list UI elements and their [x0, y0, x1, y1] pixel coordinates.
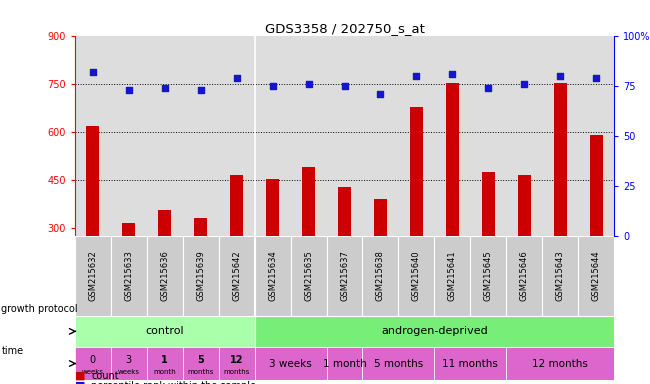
Point — [231, 75, 242, 81]
Text: control: control — [146, 326, 184, 336]
Bar — [218, 347, 255, 380]
Text: 12: 12 — [230, 354, 243, 364]
Bar — [446, 83, 459, 236]
Point — [483, 85, 493, 91]
Bar — [542, 236, 578, 316]
Text: 0: 0 — [90, 354, 96, 364]
Point — [591, 75, 601, 81]
Point — [196, 87, 206, 93]
Text: GSM215637: GSM215637 — [340, 250, 349, 301]
Point — [411, 73, 422, 79]
Bar — [291, 236, 326, 316]
Text: weeks: weeks — [82, 369, 104, 375]
Text: percentile rank within the sample: percentile rank within the sample — [91, 381, 256, 384]
Bar — [255, 236, 291, 316]
Bar — [147, 236, 183, 316]
Bar — [183, 236, 218, 316]
Text: ■: ■ — [75, 371, 85, 381]
Point — [88, 70, 98, 76]
Text: GSM215641: GSM215641 — [448, 251, 457, 301]
Bar — [363, 347, 434, 380]
Bar — [255, 316, 614, 347]
Bar — [506, 347, 614, 380]
Point — [555, 73, 566, 79]
Bar — [75, 316, 255, 347]
Point — [267, 83, 278, 89]
Text: GSM215638: GSM215638 — [376, 250, 385, 301]
Text: growth protocol: growth protocol — [1, 304, 78, 314]
Text: ■: ■ — [75, 381, 85, 384]
Text: GSM215646: GSM215646 — [520, 251, 529, 301]
Point — [304, 81, 314, 88]
Bar — [255, 347, 326, 380]
Bar — [578, 236, 614, 316]
Title: GDS3358 / 202750_s_at: GDS3358 / 202750_s_at — [265, 22, 424, 35]
Text: 3: 3 — [125, 354, 132, 364]
Text: GSM215634: GSM215634 — [268, 251, 277, 301]
Bar — [482, 172, 495, 236]
Text: 1: 1 — [161, 354, 168, 364]
Point — [124, 87, 134, 93]
Point — [159, 85, 170, 91]
Text: 11 months: 11 months — [443, 359, 499, 369]
Text: months: months — [224, 369, 250, 375]
Bar — [554, 83, 567, 236]
Text: GSM215632: GSM215632 — [88, 251, 98, 301]
Text: month: month — [153, 369, 176, 375]
Text: GSM215645: GSM215645 — [484, 251, 493, 301]
Text: GSM215643: GSM215643 — [556, 251, 565, 301]
Text: weeks: weeks — [118, 369, 140, 375]
Text: GSM215639: GSM215639 — [196, 251, 205, 301]
Bar — [434, 347, 506, 380]
Text: GSM215640: GSM215640 — [412, 251, 421, 301]
Bar — [302, 167, 315, 236]
Bar — [159, 210, 171, 236]
Text: GSM215636: GSM215636 — [160, 250, 169, 301]
Bar — [75, 236, 110, 316]
Bar — [518, 175, 530, 236]
Point — [375, 91, 385, 98]
Text: GSM215644: GSM215644 — [592, 251, 601, 301]
Text: months: months — [187, 369, 214, 375]
Text: 12 months: 12 months — [532, 359, 588, 369]
Text: time: time — [1, 346, 23, 356]
Bar — [86, 126, 99, 236]
Point — [447, 71, 458, 78]
Point — [339, 83, 350, 89]
Bar — [374, 199, 387, 236]
Text: 5 months: 5 months — [374, 359, 423, 369]
Bar — [111, 236, 147, 316]
Bar — [410, 107, 422, 236]
Text: 5: 5 — [197, 354, 204, 364]
Bar — [122, 223, 135, 236]
Text: count: count — [91, 371, 119, 381]
Bar — [218, 236, 255, 316]
Bar — [111, 347, 147, 380]
Bar — [194, 218, 207, 236]
Bar — [471, 236, 506, 316]
Bar — [326, 236, 363, 316]
Bar — [183, 347, 218, 380]
Text: androgen-deprived: androgen-deprived — [381, 326, 488, 336]
Bar — [75, 347, 110, 380]
Text: 3 weeks: 3 weeks — [269, 359, 312, 369]
Text: GSM215635: GSM215635 — [304, 251, 313, 301]
Bar — [326, 347, 363, 380]
Point — [519, 81, 530, 88]
Bar — [266, 179, 279, 236]
Text: GSM215633: GSM215633 — [124, 250, 133, 301]
Bar — [398, 236, 434, 316]
Text: 1 month: 1 month — [322, 359, 367, 369]
Bar — [230, 175, 243, 236]
Text: GSM215642: GSM215642 — [232, 251, 241, 301]
Bar — [147, 347, 183, 380]
Bar — [363, 236, 398, 316]
Bar — [338, 187, 351, 236]
Bar — [590, 136, 603, 236]
Bar — [434, 236, 471, 316]
Bar — [506, 236, 542, 316]
